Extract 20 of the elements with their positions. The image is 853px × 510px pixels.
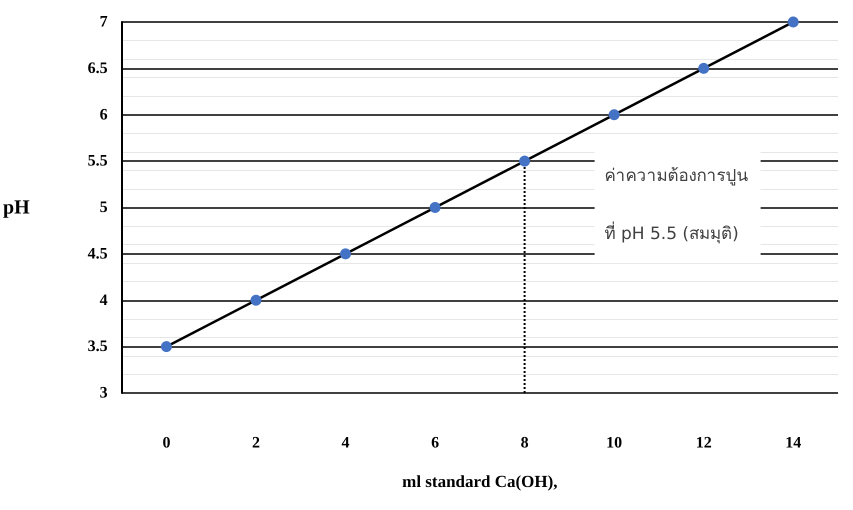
- y-tick-label: 4: [100, 292, 108, 309]
- y-axis-title: pH: [2, 196, 30, 218]
- x-tick-label: 12: [696, 434, 712, 452]
- y-tick-label: 7: [100, 14, 108, 30]
- x-tick-label: 8: [520, 434, 529, 452]
- x-tick-label: 14: [785, 434, 802, 452]
- y-tick-label: 6: [100, 106, 108, 124]
- y-tick-label: 3.5: [88, 338, 108, 356]
- y-tick-label: 3: [100, 384, 108, 402]
- x-tick-label: 10: [606, 434, 622, 452]
- y-tick-label: 5.5: [88, 152, 108, 170]
- x-axis-title: ml standard Ca(OH),: [402, 472, 558, 491]
- x-tick-label: 2: [252, 434, 260, 452]
- x-tick-label: 4: [342, 434, 350, 452]
- text: ค่าความต้องการปูน ที่ pH 5.5 (สมมุติ): [604, 166, 749, 244]
- y-tick-label: 5: [100, 199, 108, 216]
- x-tick-label: 6: [431, 434, 440, 452]
- y-tick-label: 6.5: [88, 60, 108, 77]
- x-tick-label: 0: [162, 434, 170, 452]
- y-tick-label: 4.5: [88, 245, 108, 262]
